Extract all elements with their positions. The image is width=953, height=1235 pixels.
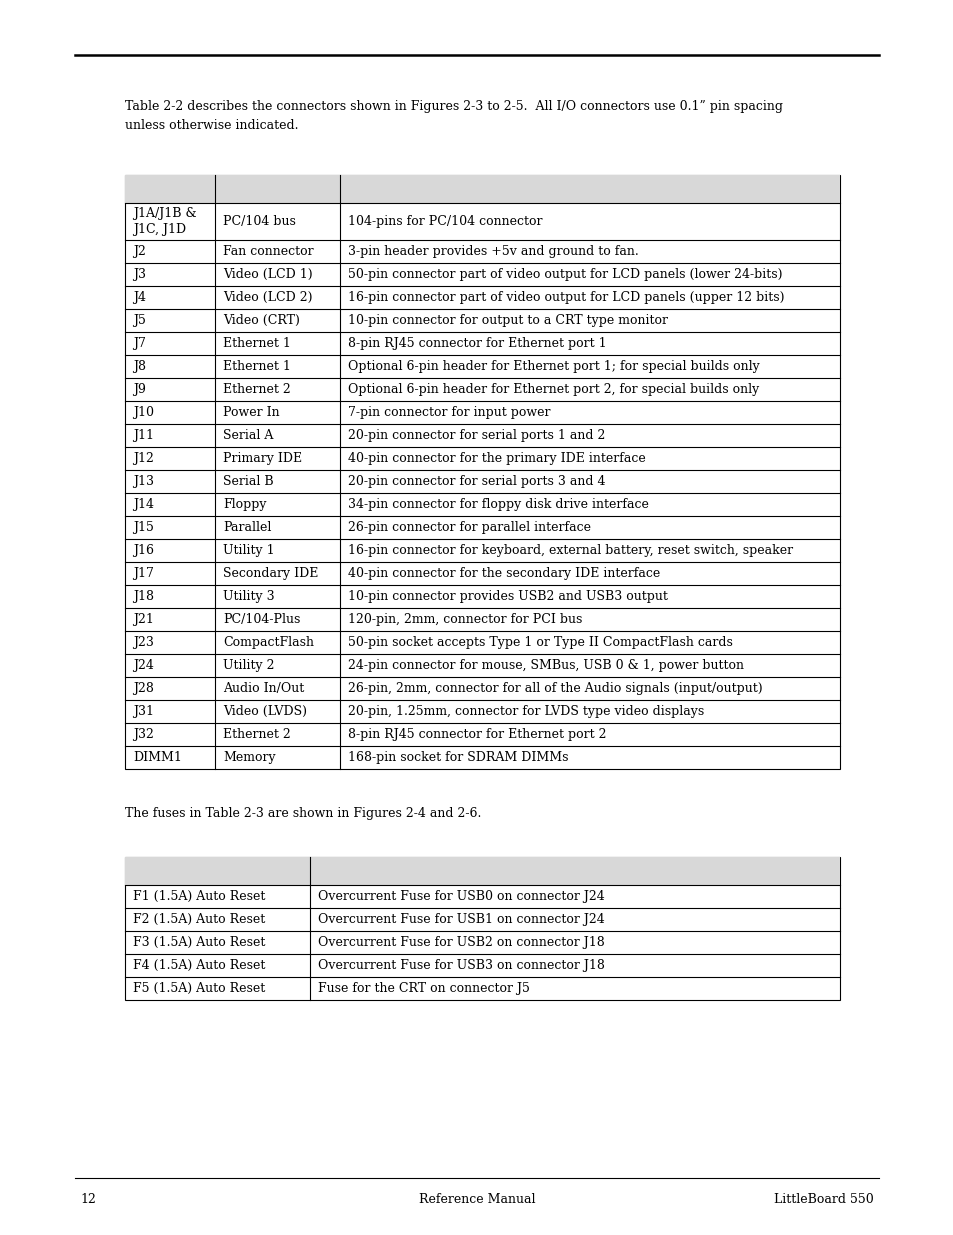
Text: J3: J3 xyxy=(132,268,146,282)
Text: Table 2-2 describes the connectors shown in Figures 2-3 to 2-5.  All I/O connect: Table 2-2 describes the connectors shown… xyxy=(125,100,782,132)
Text: Overcurrent Fuse for USB1 on connector J24: Overcurrent Fuse for USB1 on connector J… xyxy=(317,913,604,926)
Text: J18: J18 xyxy=(132,590,153,603)
Text: 20-pin connector for serial ports 1 and 2: 20-pin connector for serial ports 1 and … xyxy=(348,429,605,442)
Text: F1 (1.5A) Auto Reset: F1 (1.5A) Auto Reset xyxy=(132,890,265,903)
Text: J16: J16 xyxy=(132,543,153,557)
Text: LittleBoard 550: LittleBoard 550 xyxy=(774,1193,873,1207)
Text: J11: J11 xyxy=(132,429,153,442)
Text: J12: J12 xyxy=(132,452,153,466)
Text: Video (LVDS): Video (LVDS) xyxy=(223,705,307,718)
Text: Utility 2: Utility 2 xyxy=(223,659,274,672)
Text: Fuse for the CRT on connector J5: Fuse for the CRT on connector J5 xyxy=(317,982,529,995)
Text: DIMM1: DIMM1 xyxy=(132,751,182,764)
Text: 50-pin socket accepts Type 1 or Type II CompactFlash cards: 50-pin socket accepts Type 1 or Type II … xyxy=(348,636,732,650)
Text: 16-pin connector for keyboard, external battery, reset switch, speaker: 16-pin connector for keyboard, external … xyxy=(348,543,792,557)
Text: 24-pin connector for mouse, SMBus, USB 0 & 1, power button: 24-pin connector for mouse, SMBus, USB 0… xyxy=(348,659,743,672)
Text: 3-pin header provides +5v and ground to fan.: 3-pin header provides +5v and ground to … xyxy=(348,245,639,258)
Text: Floppy: Floppy xyxy=(223,498,266,511)
Text: J8: J8 xyxy=(132,359,146,373)
Text: Serial A: Serial A xyxy=(223,429,274,442)
Text: J21: J21 xyxy=(132,613,153,626)
Text: J7: J7 xyxy=(132,337,146,350)
Text: 10-pin connector provides USB2 and USB3 output: 10-pin connector provides USB2 and USB3 … xyxy=(348,590,667,603)
Text: 8-pin RJ45 connector for Ethernet port 1: 8-pin RJ45 connector for Ethernet port 1 xyxy=(348,337,606,350)
Text: Overcurrent Fuse for USB0 on connector J24: Overcurrent Fuse for USB0 on connector J… xyxy=(317,890,604,903)
Text: 12: 12 xyxy=(80,1193,95,1207)
Text: J10: J10 xyxy=(132,406,153,419)
Text: Video (LCD 2): Video (LCD 2) xyxy=(223,291,313,304)
Text: Optional 6-pin header for Ethernet port 1; for special builds only: Optional 6-pin header for Ethernet port … xyxy=(348,359,759,373)
Text: 10-pin connector for output to a CRT type monitor: 10-pin connector for output to a CRT typ… xyxy=(348,314,667,327)
Text: J17: J17 xyxy=(132,567,153,580)
Bar xyxy=(125,857,840,885)
Text: PC/104 bus: PC/104 bus xyxy=(223,215,295,228)
Text: J28: J28 xyxy=(132,682,153,695)
Text: Ethernet 1: Ethernet 1 xyxy=(223,359,291,373)
Text: J1A/J1B &
J1C, J1D: J1A/J1B & J1C, J1D xyxy=(132,207,196,236)
Text: Reference Manual: Reference Manual xyxy=(418,1193,535,1207)
Text: 120-pin, 2mm, connector for PCI bus: 120-pin, 2mm, connector for PCI bus xyxy=(348,613,581,626)
Text: Memory: Memory xyxy=(223,751,275,764)
Text: Serial B: Serial B xyxy=(223,475,274,488)
Text: F4 (1.5A) Auto Reset: F4 (1.5A) Auto Reset xyxy=(132,960,265,972)
Text: J13: J13 xyxy=(132,475,153,488)
Text: J9: J9 xyxy=(132,383,146,396)
Text: J15: J15 xyxy=(132,521,153,534)
Text: 20-pin, 1.25mm, connector for LVDS type video displays: 20-pin, 1.25mm, connector for LVDS type … xyxy=(348,705,703,718)
Text: Fan connector: Fan connector xyxy=(223,245,314,258)
Text: Video (LCD 1): Video (LCD 1) xyxy=(223,268,313,282)
Text: F5 (1.5A) Auto Reset: F5 (1.5A) Auto Reset xyxy=(132,982,265,995)
Text: 168-pin socket for SDRAM DIMMs: 168-pin socket for SDRAM DIMMs xyxy=(348,751,568,764)
Text: J31: J31 xyxy=(132,705,153,718)
Text: Audio In/Out: Audio In/Out xyxy=(223,682,304,695)
Text: 104-pins for PC/104 connector: 104-pins for PC/104 connector xyxy=(348,215,542,228)
Text: 7-pin connector for input power: 7-pin connector for input power xyxy=(348,406,550,419)
Text: J32: J32 xyxy=(132,727,153,741)
Text: Ethernet 2: Ethernet 2 xyxy=(223,727,291,741)
Text: Overcurrent Fuse for USB3 on connector J18: Overcurrent Fuse for USB3 on connector J… xyxy=(317,960,604,972)
Text: F2 (1.5A) Auto Reset: F2 (1.5A) Auto Reset xyxy=(132,913,265,926)
Text: Utility 3: Utility 3 xyxy=(223,590,274,603)
Text: J24: J24 xyxy=(132,659,153,672)
Text: Ethernet 2: Ethernet 2 xyxy=(223,383,291,396)
Text: Primary IDE: Primary IDE xyxy=(223,452,302,466)
Bar xyxy=(125,175,840,203)
Text: 8-pin RJ45 connector for Ethernet port 2: 8-pin RJ45 connector for Ethernet port 2 xyxy=(348,727,606,741)
Text: CompactFlash: CompactFlash xyxy=(223,636,314,650)
Text: 26-pin, 2mm, connector for all of the Audio signals (input/output): 26-pin, 2mm, connector for all of the Au… xyxy=(348,682,761,695)
Text: J5: J5 xyxy=(132,314,146,327)
Text: Overcurrent Fuse for USB2 on connector J18: Overcurrent Fuse for USB2 on connector J… xyxy=(317,936,604,948)
Text: J2: J2 xyxy=(132,245,146,258)
Text: J23: J23 xyxy=(132,636,153,650)
Text: 26-pin connector for parallel interface: 26-pin connector for parallel interface xyxy=(348,521,590,534)
Text: Power In: Power In xyxy=(223,406,279,419)
Text: 16-pin connector part of video output for LCD panels (upper 12 bits): 16-pin connector part of video output fo… xyxy=(348,291,783,304)
Text: The fuses in Table 2-3 are shown in Figures 2-4 and 2-6.: The fuses in Table 2-3 are shown in Figu… xyxy=(125,806,481,820)
Text: 40-pin connector for the secondary IDE interface: 40-pin connector for the secondary IDE i… xyxy=(348,567,659,580)
Text: 40-pin connector for the primary IDE interface: 40-pin connector for the primary IDE int… xyxy=(348,452,645,466)
Text: 20-pin connector for serial ports 3 and 4: 20-pin connector for serial ports 3 and … xyxy=(348,475,605,488)
Text: Ethernet 1: Ethernet 1 xyxy=(223,337,291,350)
Text: J14: J14 xyxy=(132,498,153,511)
Text: Parallel: Parallel xyxy=(223,521,271,534)
Text: Secondary IDE: Secondary IDE xyxy=(223,567,318,580)
Text: 34-pin connector for floppy disk drive interface: 34-pin connector for floppy disk drive i… xyxy=(348,498,648,511)
Bar xyxy=(125,857,840,1000)
Text: Video (CRT): Video (CRT) xyxy=(223,314,299,327)
Text: Utility 1: Utility 1 xyxy=(223,543,274,557)
Text: 50-pin connector part of video output for LCD panels (lower 24-bits): 50-pin connector part of video output fo… xyxy=(348,268,781,282)
Text: Optional 6-pin header for Ethernet port 2, for special builds only: Optional 6-pin header for Ethernet port … xyxy=(348,383,759,396)
Bar xyxy=(125,175,840,769)
Text: F3 (1.5A) Auto Reset: F3 (1.5A) Auto Reset xyxy=(132,936,265,948)
Text: J4: J4 xyxy=(132,291,146,304)
Text: PC/104-Plus: PC/104-Plus xyxy=(223,613,300,626)
